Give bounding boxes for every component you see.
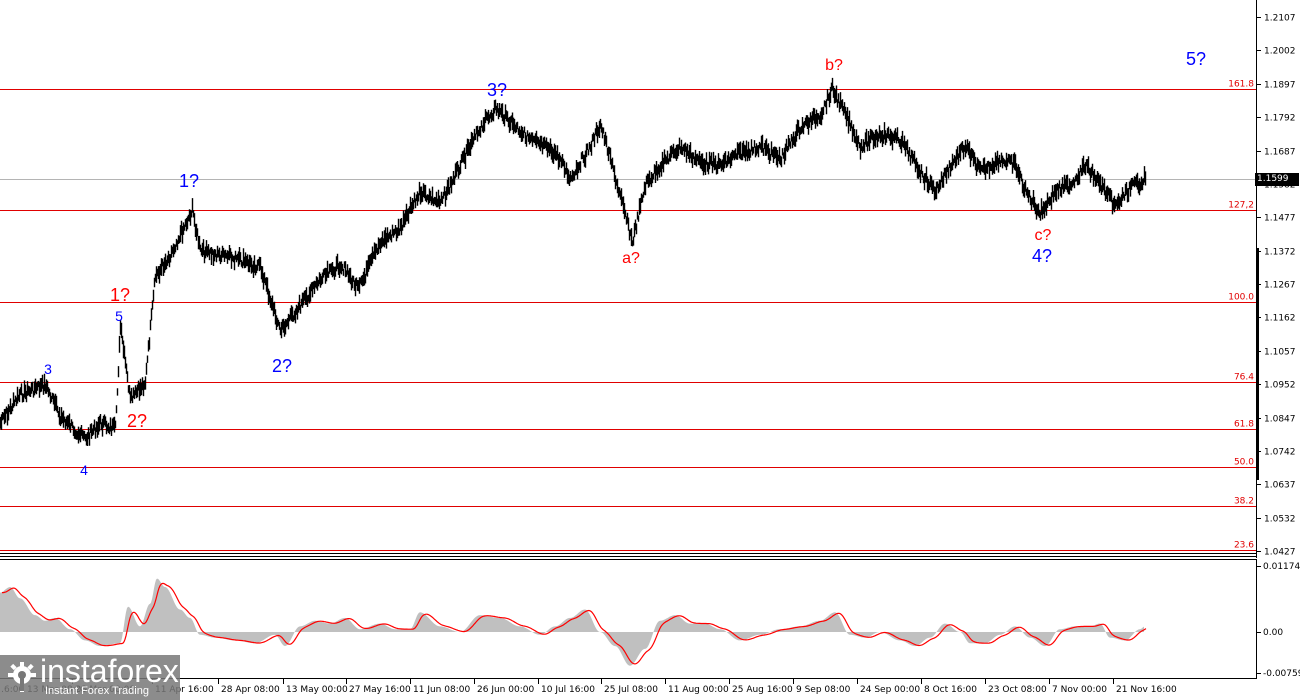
wave-label: b? <box>825 57 843 74</box>
price-series <box>0 77 1147 446</box>
time-tick-label: 11 Apr 16:00 <box>155 685 214 695</box>
wave-label: a? <box>622 250 640 267</box>
oscillator-tick-label: 0.01174 <box>1263 562 1300 572</box>
time-tick-label: 11 Aug 00:00 <box>668 685 729 695</box>
time-tick-label: 26 Jun 00:00 <box>477 685 534 695</box>
price-tick-label: 1.1057 <box>1264 348 1296 358</box>
fib-level-label: 100.0 <box>1228 293 1254 303</box>
price-tick-label: 1.0532 <box>1264 515 1296 525</box>
time-tick-label: 21 Nov 16:00 <box>1116 685 1177 695</box>
time-tick-label: 25 Aug 16:00 <box>732 685 793 695</box>
fib-level-label: 23.6 <box>1234 541 1254 551</box>
fib-level-label: 38.2 <box>1234 497 1254 507</box>
price-tick-label: 1.1792 <box>1264 114 1296 124</box>
time-tick-label: 24 Sep 00:00 <box>860 685 920 695</box>
fib-level-label: 127,2 <box>1228 201 1254 211</box>
price-tick-label: 1.1477 <box>1264 214 1296 224</box>
wave-label: 2? <box>272 356 292 376</box>
wave-label: 1? <box>179 171 199 191</box>
time-tick-label: 13 May 00:00 <box>286 685 348 695</box>
fib-level-label: 161.8 <box>1228 80 1254 90</box>
wave-label: c? <box>1035 227 1052 244</box>
wave-label: 3 <box>44 361 52 377</box>
brand-name: instaforex <box>40 653 179 689</box>
oscillator-signal-line <box>2 582 1147 665</box>
time-tick-label: 27 May 16:00 <box>349 685 411 695</box>
price-tick-label: 1.1162 <box>1264 314 1296 324</box>
wave-label: 5? <box>1186 49 1206 69</box>
instaforex-watermark: instaforex Instant Forex Trading <box>0 653 180 700</box>
time-tick-label: 7 Nov 00:00 <box>1052 685 1107 695</box>
price-bars <box>0 77 1147 446</box>
wave-label: 1? <box>110 285 130 305</box>
wave-labels: 3 4 5 1? 2? 1? 2? 3? a? b? c? 4? 5? <box>44 49 1206 478</box>
gear-logo-icon <box>8 662 36 692</box>
price-tick-label: 1.1687 <box>1264 148 1296 158</box>
brand-tagline: Instant Forex Trading <box>45 685 149 697</box>
fibonacci-levels: 161.8 127,2 100.0 76.4 61.8 50.0 38.2 23.6 <box>0 80 1256 554</box>
fib-level-label: 50.0 <box>1234 458 1254 468</box>
wave-label: 5 <box>115 308 123 324</box>
fib-level-label: 76.4 <box>1234 373 1254 383</box>
price-tick-label: 1.2107 <box>1264 14 1296 24</box>
price-tick-label: 1.0427 <box>1264 548 1296 558</box>
price-tick-label: 1.0742 <box>1264 448 1296 458</box>
wave-label: 4 <box>80 462 88 478</box>
time-tick-label: 10 Jul 16:00 <box>541 685 595 695</box>
current-price-tag: 1.1599 <box>1255 173 1299 186</box>
oscillator-tick-label: -0.00759 <box>1263 669 1300 679</box>
price-tick-label: 1.1897 <box>1264 81 1296 91</box>
price-tick-label: 1.0952 <box>1264 381 1296 391</box>
time-tick-label: 11 Jun 08:00 <box>413 685 470 695</box>
price-tick-label: 1.0847 <box>1264 415 1296 425</box>
time-tick-label: 28 Apr 08:00 <box>221 685 280 695</box>
time-tick-label: 25 Jul 08:00 <box>604 685 658 695</box>
price-tick-label: 1.0637 <box>1264 481 1296 491</box>
time-tick-label: 23 Oct 08:00 <box>988 685 1047 695</box>
price-axis: 1.21071.20021.18971.17921.16871.15821.14… <box>1257 14 1296 558</box>
price-tick-label: 1.2002 <box>1264 47 1296 57</box>
fib-level-label: 61.8 <box>1234 420 1254 430</box>
time-tick-label: 9 Sep 08:00 <box>796 685 851 695</box>
scroll-indicator[interactable] <box>1256 248 1259 480</box>
wave-label: 2? <box>127 411 147 431</box>
price-tick-label: 1.1372 <box>1264 248 1296 258</box>
oscillator-panel <box>0 578 1147 666</box>
oscillator-tick-label: 0.00 <box>1263 628 1283 638</box>
oscillator-histogram <box>0 578 1144 666</box>
price-tick-label: 1.1267 <box>1264 281 1296 291</box>
oscillator-axis: 0.01174 0.00 -0.00759 <box>1257 562 1300 679</box>
wave-label: 4? <box>1032 246 1052 266</box>
time-tick-label: 8 Oct 16:00 <box>924 685 977 695</box>
wave-label: 3? <box>487 80 507 100</box>
